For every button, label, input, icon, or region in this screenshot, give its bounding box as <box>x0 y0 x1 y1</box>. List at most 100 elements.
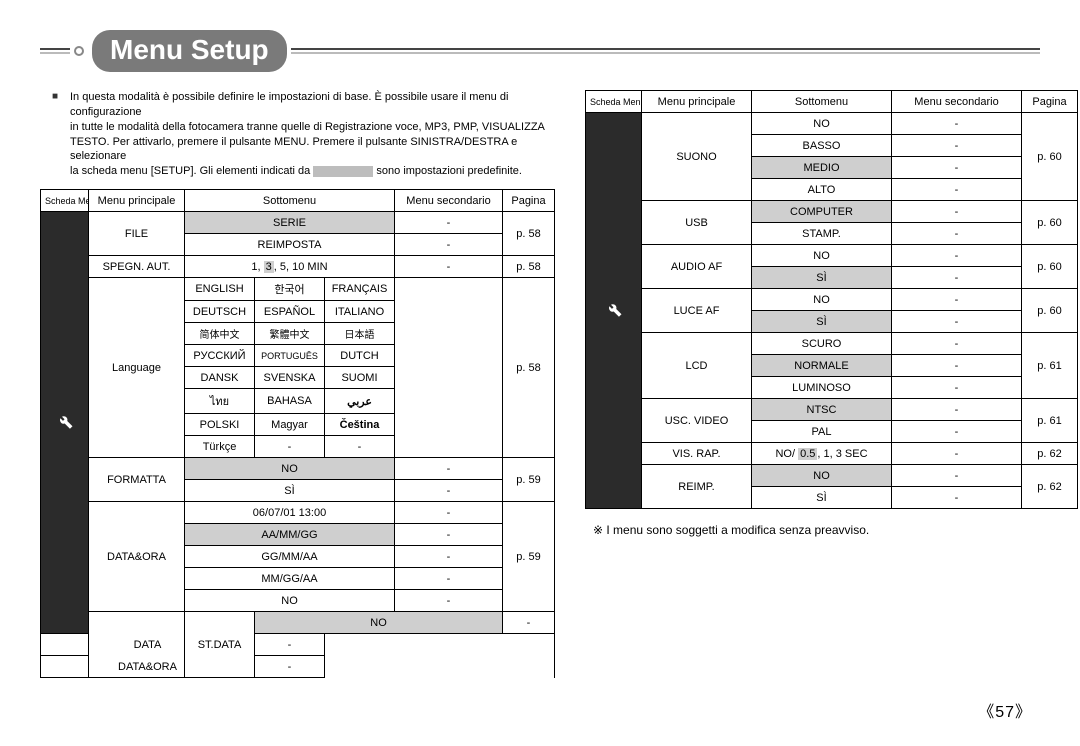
dash: - <box>395 524 503 546</box>
formatta-page: p. 59 <box>503 458 555 502</box>
spegn-opts: 1, 3, 5, 10 MIN <box>185 256 395 278</box>
table-row: DATA&ORA- <box>41 656 555 678</box>
dash: - <box>395 546 503 568</box>
table-row: FORMATTA NO - p. 59 <box>41 458 555 480</box>
dash: - <box>892 399 1022 421</box>
title-bar: Menu Setup <box>40 30 1040 72</box>
dash: - <box>892 421 1022 443</box>
audioaf-label: AUDIO AF <box>642 245 752 289</box>
default-chip <box>313 166 373 177</box>
spegn-label: SPEGN. AUT. <box>89 256 185 278</box>
suono-alto: ALTO <box>752 179 892 201</box>
file-serie: SERIE <box>185 212 395 234</box>
lang-cell: BAHASA <box>255 389 325 414</box>
lang-cell: 한국어 <box>255 278 325 301</box>
spegn-page: p. 58 <box>503 256 555 278</box>
hdr-menu: Menu principale <box>642 91 752 113</box>
lcd-page: p. 61 <box>1022 333 1078 399</box>
left-column: In questa modalità è possibile definire … <box>40 90 555 678</box>
lang-sec-empty <box>395 278 503 458</box>
lang-cell: Magyar <box>255 414 325 436</box>
lang-cell: - <box>325 436 395 458</box>
lang-cell: 日本語 <box>325 323 395 345</box>
dash: - <box>892 377 1022 399</box>
table-row: SPEGN. AUT. 1, 3, 5, 10 MIN - p. 58 <box>41 256 555 278</box>
hdr-pag: Pagina <box>1022 91 1078 113</box>
visrap-opts: NO/ 0.5, 1, 3 SEC <box>752 443 892 465</box>
dash: - <box>255 634 325 656</box>
file-page: p. 58 <box>503 212 555 256</box>
lang-cell: 简体中文 <box>185 323 255 345</box>
lcd-normale: NORMALE <box>752 355 892 377</box>
uscvideo-label: USC. VIDEO <box>642 399 752 443</box>
uscvideo-ntsc: NTSC <box>752 399 892 421</box>
uscvideo-pal: PAL <box>752 421 892 443</box>
reimp-page: p. 62 <box>1022 465 1078 509</box>
usb-page: p. 60 <box>1022 201 1078 245</box>
file-reimposta: REIMPOSTA <box>185 234 395 256</box>
intro-line-3: TESTO. Per attivarlo, premere il pulsant… <box>70 136 517 163</box>
wrench-icon <box>605 300 623 318</box>
dash: - <box>892 333 1022 355</box>
dash: - <box>395 458 503 480</box>
lang-cell: FRANÇAIS <box>325 278 395 301</box>
luceaf-no: NO <box>752 289 892 311</box>
dash: - <box>503 612 555 634</box>
title-rule-right <box>291 48 1040 54</box>
table-row: AUDIO AF NO - p. 60 <box>586 245 1078 267</box>
dataora-r1: 06/07/01 13:00 <box>185 502 395 524</box>
suono-basso: BASSO <box>752 135 892 157</box>
formatta-label: FORMATTA <box>89 458 185 502</box>
intro-line-2: in tutte le modalità della fotocamera tr… <box>70 121 545 133</box>
formatta-no: NO <box>185 458 395 480</box>
intro-line-4: la scheda menu [SETUP]. Gli elementi ind… <box>70 165 310 177</box>
visrap-page: p. 62 <box>1022 443 1078 465</box>
dataora-page: p. 59 <box>503 502 555 612</box>
table-row: USB COMPUTER - p. 60 <box>586 201 1078 223</box>
luceaf-si: SÌ <box>752 311 892 333</box>
lang-cell: PORTUGUÊS <box>255 345 325 367</box>
dash: - <box>395 590 503 612</box>
spegn-hl: 3 <box>264 261 274 273</box>
audioaf-page: p. 60 <box>1022 245 1078 289</box>
dash: - <box>395 480 503 502</box>
usb-stamp: STAMP. <box>752 223 892 245</box>
lang-cell: ESPAÑOL <box>255 301 325 323</box>
lcd-scuro: SCURO <box>752 333 892 355</box>
title-dot <box>74 46 84 56</box>
dataora-r2: AA/MM/GG <box>185 524 395 546</box>
hdr-sotto: Sottomenu <box>185 190 395 212</box>
lang-cell: Čeština <box>325 414 395 436</box>
hdr-scheda: Scheda Menu <box>41 190 89 212</box>
lang-cell: DANSK <box>185 367 255 389</box>
intro-line-1: In questa modalità è possibile definire … <box>70 91 508 118</box>
visrap-pre: NO/ <box>775 448 798 460</box>
dash: - <box>892 113 1022 135</box>
audioaf-no: NO <box>752 245 892 267</box>
dataora-r5: NO <box>185 590 395 612</box>
reimp-si: SÌ <box>752 487 892 509</box>
dash: - <box>892 223 1022 245</box>
dash: - <box>395 212 503 234</box>
suono-medio: MEDIO <box>752 157 892 179</box>
table-row: ST.DATA NO - p. 59 <box>41 612 555 634</box>
table-row: USC. VIDEO NTSC - p. 61 <box>586 399 1078 421</box>
dash: - <box>892 179 1022 201</box>
lang-cell: POLSKI <box>185 414 255 436</box>
hdr-scheda: Scheda Menu <box>586 91 642 113</box>
footnote: I menu sono soggetti a modifica senza pr… <box>593 523 1078 537</box>
title-rule-left <box>40 48 70 54</box>
table-row: REIMP. NO - p. 62 <box>586 465 1078 487</box>
table-header-row: Scheda Menu Menu principale Sottomenu Me… <box>586 91 1078 113</box>
lang-cell: ITALIANO <box>325 301 395 323</box>
visrap-hl: 0.5 <box>798 448 817 460</box>
table-row: LUCE AF NO - p. 60 <box>586 289 1078 311</box>
intro-text: In questa modalità è possibile definire … <box>70 90 555 179</box>
dash: - <box>892 267 1022 289</box>
hdr-sotto: Sottomenu <box>752 91 892 113</box>
table-row: Language ENGLISH 한국어 FRANÇAIS p. 58 <box>41 278 555 301</box>
lang-cell: - <box>255 436 325 458</box>
reimp-label: REIMP. <box>642 465 752 509</box>
table-row: VIS. RAP. NO/ 0.5, 1, 3 SEC - p. 62 <box>586 443 1078 465</box>
reimp-no: NO <box>752 465 892 487</box>
